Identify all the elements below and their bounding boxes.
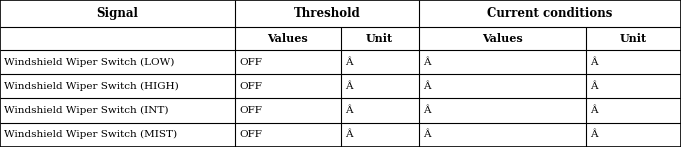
Text: Â: Â	[590, 106, 597, 115]
Text: OFF: OFF	[239, 130, 262, 139]
Text: Â: Â	[423, 106, 430, 115]
Text: Unit: Unit	[620, 33, 647, 44]
Text: Windshield Wiper Switch (MIST): Windshield Wiper Switch (MIST)	[4, 130, 177, 140]
Text: Â: Â	[345, 58, 352, 67]
Text: Â: Â	[423, 58, 430, 67]
Text: Â: Â	[590, 130, 597, 139]
Text: Windshield Wiper Switch (INT): Windshield Wiper Switch (INT)	[4, 106, 169, 115]
Text: Â: Â	[423, 130, 430, 139]
Text: Unit: Unit	[366, 33, 393, 44]
Text: Current conditions: Current conditions	[487, 7, 613, 20]
Text: Â: Â	[423, 82, 430, 91]
Text: Â: Â	[590, 82, 597, 91]
Text: OFF: OFF	[239, 58, 262, 67]
Text: Values: Values	[482, 33, 522, 44]
Text: Values: Values	[268, 33, 308, 44]
Text: Â: Â	[345, 82, 352, 91]
Text: OFF: OFF	[239, 82, 262, 91]
Text: Â: Â	[345, 130, 352, 139]
Text: Threshold: Threshold	[294, 7, 360, 20]
Text: Â: Â	[345, 106, 352, 115]
Text: Signal: Signal	[97, 7, 138, 20]
Text: OFF: OFF	[239, 106, 262, 115]
Text: Â: Â	[590, 58, 597, 67]
Text: Windshield Wiper Switch (HIGH): Windshield Wiper Switch (HIGH)	[4, 82, 179, 91]
Text: Windshield Wiper Switch (LOW): Windshield Wiper Switch (LOW)	[4, 57, 174, 67]
